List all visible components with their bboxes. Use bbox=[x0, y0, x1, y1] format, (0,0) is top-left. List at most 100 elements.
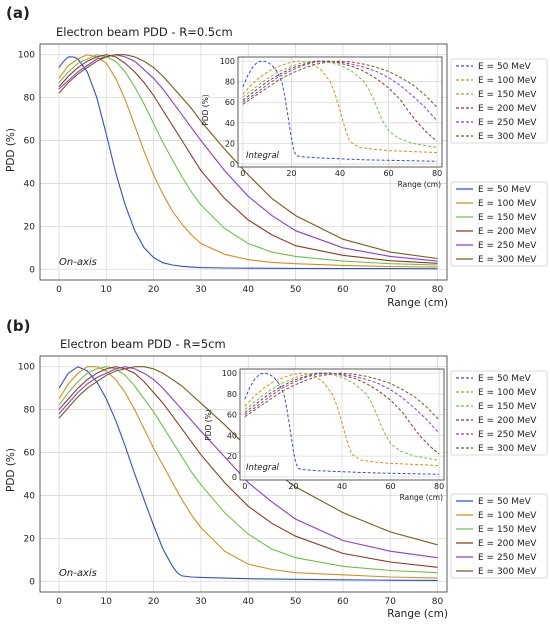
panel-a-inset-x-tick-label: 20 bbox=[286, 169, 296, 178]
panel-a-annotation: On-axis bbox=[59, 257, 97, 268]
panel-a-inset-legend-entry-1: E = 100 MeV bbox=[478, 76, 537, 86]
panel-a-main-series-line-0 bbox=[58, 56, 438, 270]
panel-b-inset-series-line-3 bbox=[244, 372, 440, 455]
panel-a-inset-legend-entry-4: E = 250 MeV bbox=[478, 118, 537, 128]
panel-a-main-legend-entry-4: E = 250 MeV bbox=[478, 241, 537, 251]
panel-b: 0 10 20 30 40 50 60 70 80 0 20 40 60 80 100 0 20 40 60 80 0 2… bbox=[5, 317, 548, 620]
panel-b-label: (b) bbox=[6, 317, 30, 335]
panel-b-inset-legend-entry-5: E = 300 MeV bbox=[478, 444, 537, 454]
panel-a-xlabel: Range (cm) bbox=[387, 297, 448, 309]
panel-b-main-legend-entry-5: E = 300 MeV bbox=[478, 567, 537, 577]
panel-a-main-x-tick-label: 30 bbox=[195, 285, 207, 295]
panel-b-main-legend-entry-2: E = 150 MeV bbox=[478, 525, 537, 535]
panel-b-main-x-tick-label: 40 bbox=[243, 597, 255, 607]
panel-b-main-series-line-0 bbox=[58, 366, 438, 581]
panel-a-inset-x-tick-label: 40 bbox=[335, 169, 345, 178]
panel-a-inset-y-tick-label: 100 bbox=[220, 57, 235, 66]
panel-b-main-legend-entry-1: E = 100 MeV bbox=[478, 511, 537, 521]
panel-b-main-x-tick-label: 20 bbox=[148, 597, 160, 607]
panel-a-inset-y-tick-label: 40 bbox=[225, 119, 235, 128]
panel-b-inset-xlabel: Range (cm) bbox=[400, 493, 444, 502]
panel-a-inset-series-line-0 bbox=[242, 60, 438, 162]
panel-b-ylabel: PDD (%) bbox=[5, 448, 17, 492]
panel-b-inset-ylabel: PDD (%) bbox=[204, 409, 213, 441]
panel-b-title: Electron beam PDD - R=5cm bbox=[60, 337, 226, 351]
panel-b-inset-y-tick-label: 0 bbox=[232, 473, 237, 482]
panel-b-inset-annotation: Integral bbox=[246, 463, 280, 473]
panel-b-inset-y-tick-label: 20 bbox=[227, 452, 237, 461]
panel-a-inset-ylabel: PDD (%) bbox=[201, 94, 210, 126]
panel-a-main-x-tick-label: 0 bbox=[56, 285, 62, 295]
panel-a-inset-y-tick-label: 0 bbox=[230, 160, 235, 169]
panel-a-inset-series-line-2 bbox=[242, 60, 438, 148]
panel-a-inset-y-tick-label: 60 bbox=[225, 98, 235, 107]
panel-b-inset-y-tick-label: 40 bbox=[227, 431, 237, 440]
panel-b-main-series-line-2 bbox=[58, 366, 438, 574]
panel-a-main-series-line-3 bbox=[58, 54, 438, 264]
panel-a-inset-x-tick-label: 80 bbox=[432, 169, 442, 178]
panel-a-inset-legend-entry-3: E = 200 MeV bbox=[478, 104, 537, 114]
panel-a-inset-legend bbox=[450, 58, 548, 144]
panel-a-inset-legend-entry-0: E = 50 MeV bbox=[478, 62, 532, 72]
panel-a: 0 10 20 30 40 50 60 70 80 0 20 40 60 80 100 0 20 40 60 80 0 2… bbox=[5, 4, 548, 309]
panel-b-inset-x-tick-label: 60 bbox=[385, 482, 395, 491]
panel-b-main-legend-entry-4: E = 250 MeV bbox=[478, 553, 537, 563]
panel-b-main-x-tick-label: 80 bbox=[432, 597, 444, 607]
panel-a-main-legend-entry-1: E = 100 MeV bbox=[478, 199, 537, 209]
panel-a-main-frame bbox=[39, 43, 448, 281]
panel-b-main-y-tick-label: 20 bbox=[24, 534, 36, 544]
panel-b-main-frame bbox=[39, 355, 448, 593]
panel-b-main-legend-entry-3: E = 200 MeV bbox=[478, 539, 537, 549]
panel-b-main-legend bbox=[450, 493, 548, 579]
panel-b-inset-legend-entry-3: E = 200 MeV bbox=[478, 416, 537, 426]
panel-b-inset-x-tick-label: 20 bbox=[288, 482, 298, 491]
panel-a-inset-y-tick-label: 80 bbox=[225, 78, 235, 87]
panel-b-inset-series-line-2 bbox=[244, 372, 440, 461]
panel-b-inset-legend-entry-1: E = 100 MeV bbox=[478, 388, 537, 398]
panel-a-main-x-tick-label: 40 bbox=[243, 285, 255, 295]
panel-b-main-x-tick-label: 30 bbox=[195, 597, 207, 607]
panel-a-inset-xlabel: Range (cm) bbox=[398, 180, 442, 189]
panel-b-inset-legend bbox=[450, 370, 548, 456]
panel-b-main-y-tick-label: 60 bbox=[24, 449, 36, 459]
panel-a-main-legend-entry-2: E = 150 MeV bbox=[478, 213, 537, 223]
panel-a-inset-x-tick-label: 60 bbox=[383, 169, 393, 178]
panel-b-inset-x-tick-label: 80 bbox=[434, 482, 444, 491]
panel-a-inset-frame bbox=[237, 56, 443, 168]
panel-a-inset-series-line-3 bbox=[242, 60, 438, 142]
panel-b-main-y-tick-label: 100 bbox=[18, 363, 35, 373]
panel-a-inset-legend-entry-5: E = 300 MeV bbox=[478, 132, 537, 142]
panel-a-inset-x-tick-label: 0 bbox=[240, 169, 245, 178]
panel-b-main-legend-entry-0: E = 50 MeV bbox=[478, 497, 532, 507]
panel-a-inset-series-line-5 bbox=[242, 60, 438, 108]
panel-b-inset-series-line-5 bbox=[244, 372, 440, 421]
panel-b-main-series-line-4 bbox=[58, 366, 438, 559]
panel-a-main-y-tick-label: 60 bbox=[24, 137, 36, 147]
panel-b-main-y-tick-label: 0 bbox=[29, 577, 35, 587]
panel-b-main-x-tick-label: 70 bbox=[384, 597, 396, 607]
panel-b-main-y-tick-label: 40 bbox=[24, 491, 36, 501]
panel-a-main-x-tick-label: 20 bbox=[148, 285, 160, 295]
panel-a-inset-y-tick-label: 20 bbox=[225, 139, 235, 148]
panel-b-inset-y-tick-label: 100 bbox=[222, 369, 237, 378]
panel-a-main-y-tick-label: 80 bbox=[24, 94, 36, 104]
panel-b-inset-legend-entry-4: E = 250 MeV bbox=[478, 430, 537, 440]
panel-a-main-x-tick-label: 50 bbox=[290, 285, 302, 295]
panel-b-inset-legend-entry-2: E = 150 MeV bbox=[478, 402, 537, 412]
panel-b-chart-layer: 0 10 20 30 40 50 60 70 80 0 20 40 60 80 100 0 20 40 60 80 0 2… bbox=[18, 355, 548, 607]
panel-b-inset-x-tick-label: 40 bbox=[337, 482, 347, 491]
panel-a-title: Electron beam PDD - R=0.5cm bbox=[56, 25, 233, 39]
panel-a-main-series-line-2 bbox=[58, 54, 438, 266]
panel-a-label: (a) bbox=[6, 4, 30, 22]
panel-b-inset-series-line-0 bbox=[244, 372, 440, 475]
panel-b-main-x-tick-label: 50 bbox=[290, 597, 302, 607]
panel-a-main-x-tick-label: 70 bbox=[384, 285, 396, 295]
panel-b-inset-y-tick-label: 60 bbox=[227, 411, 237, 420]
panel-a-main-x-tick-label: 80 bbox=[432, 285, 444, 295]
panel-b-inset-series-line-1 bbox=[244, 372, 440, 466]
panel-a-inset-annotation: Integral bbox=[246, 151, 280, 161]
panel-b-inset-y-tick-label: 80 bbox=[227, 390, 237, 399]
panel-a-chart-layer: 0 10 20 30 40 50 60 70 80 0 20 40 60 80 100 0 20 40 60 80 0 2… bbox=[18, 43, 548, 295]
panel-b-inset-legend-entry-0: E = 50 MeV bbox=[478, 374, 532, 384]
